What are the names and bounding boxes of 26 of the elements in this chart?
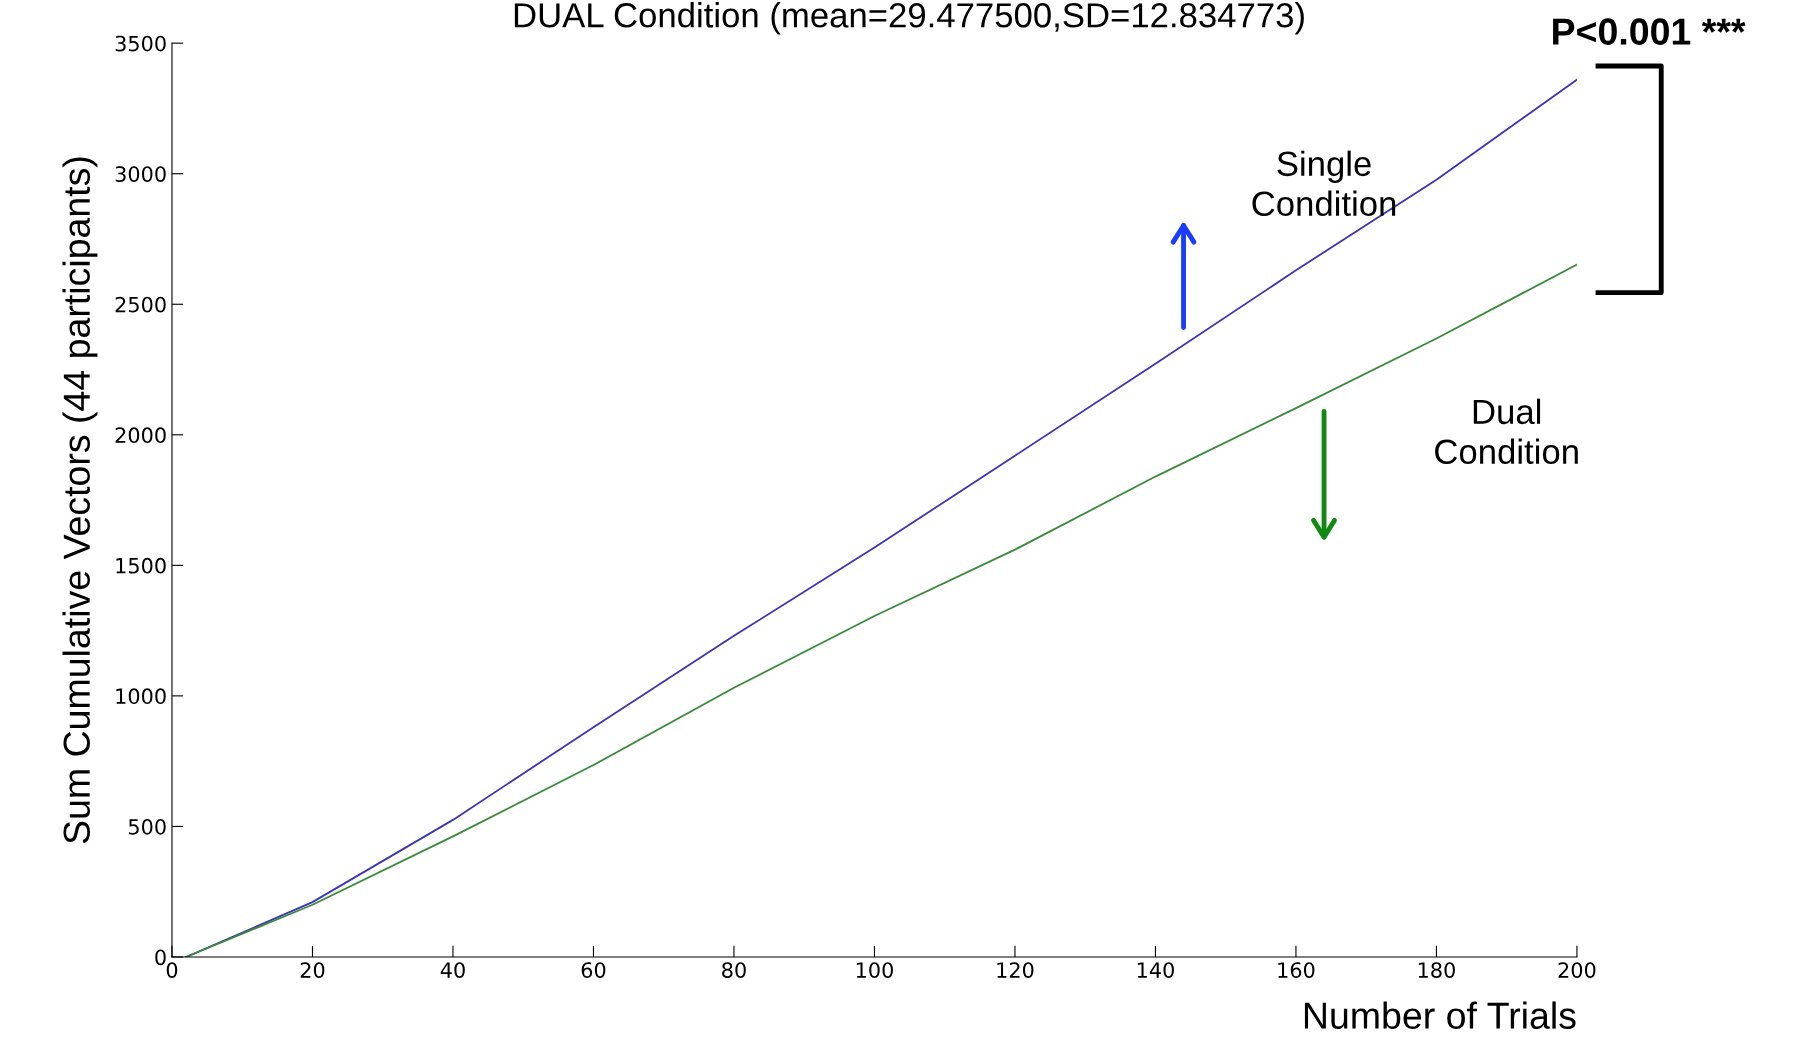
y-tick-label: 1000 [116,688,166,705]
y-tick-label: 500 [128,818,166,835]
y-axis-title: Sum Cumulative Vectors (44 participants) [62,157,98,844]
x-tick-label: 140 [1137,962,1174,978]
series-label: Single Condition [1252,150,1396,217]
y-tick-label: 3500 [115,35,166,52]
x-tick-label: 80 [722,962,746,978]
chart-title: DUAL Condition (mean=29.477500,SD=12.834773) [514,2,1304,35]
y-tick-label: 2500 [115,296,166,313]
x-tick-label: 100 [856,962,893,978]
x-axis-title: Number of Trials [1304,1001,1576,1029]
line-series [185,263,1577,957]
x-tick-label: 120 [997,962,1034,978]
x-tick-label: 40 [440,962,465,978]
x-tick-label: 0 [166,962,178,978]
x-tick-label: 200 [1558,962,1596,978]
x-tick-label: 160 [1278,962,1315,978]
annotation: P<0.001 *** [1553,18,1746,45]
x-tick-label: 20 [300,962,325,978]
y-tick-label: 3000 [115,166,166,182]
series-label: Dual Condition [1435,398,1578,465]
y-tick-label: 1500 [116,557,166,574]
x-tick-label: 60 [581,962,606,978]
y-tick-label: 0 [155,949,166,966]
y-tick-label: 2000 [115,427,166,444]
x-tick-label: 180 [1418,962,1455,978]
